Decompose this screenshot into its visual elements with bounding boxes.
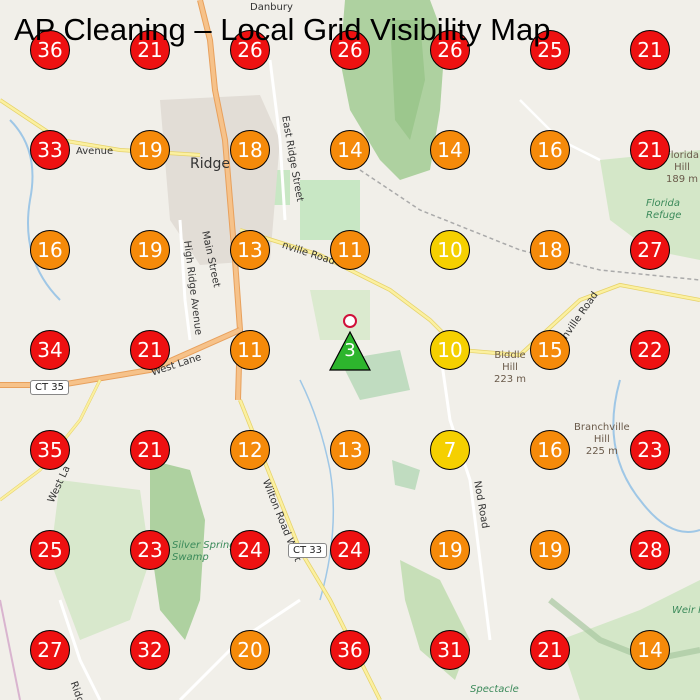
map-label-silver-springs: Silver Springs Swamp bbox=[172, 540, 241, 563]
grid-marker[interactable]: 32 bbox=[130, 630, 170, 670]
grid-marker[interactable]: 31 bbox=[430, 630, 470, 670]
grid-marker[interactable]: 14 bbox=[330, 130, 370, 170]
grid-marker[interactable]: 15 bbox=[530, 330, 570, 370]
map-label-danbury: Danbury bbox=[250, 2, 293, 13]
grid-marker[interactable]: 28 bbox=[630, 530, 670, 570]
map-label-florida-hill: Florida Hill 189 m bbox=[665, 150, 700, 185]
grid-marker[interactable]: 21 bbox=[130, 430, 170, 470]
route-shield-ct35: CT 35 bbox=[30, 380, 69, 395]
grid-marker[interactable]: 20 bbox=[230, 630, 270, 670]
grid-marker[interactable]: 26 bbox=[430, 30, 470, 70]
map-label-florida-refuge: Florida Refuge bbox=[646, 198, 682, 221]
grid-marker[interactable]: 33 bbox=[30, 130, 70, 170]
grid-marker[interactable]: 19 bbox=[530, 530, 570, 570]
grid-marker[interactable]: 7 bbox=[430, 430, 470, 470]
grid-marker[interactable]: 23 bbox=[130, 530, 170, 570]
grid-marker[interactable]: 21 bbox=[530, 630, 570, 670]
grid-marker[interactable]: 22 bbox=[630, 330, 670, 370]
access-point-marker[interactable] bbox=[328, 330, 372, 372]
map-label-biddle-hill: Biddle Hill 223 m bbox=[494, 350, 527, 385]
grid-marker[interactable]: 27 bbox=[630, 230, 670, 270]
grid-marker[interactable]: 10 bbox=[430, 230, 470, 270]
grid-marker[interactable]: 24 bbox=[330, 530, 370, 570]
access-point-triangle-icon bbox=[329, 330, 371, 371]
map-label-spectacle: Spectacle bbox=[470, 684, 519, 695]
grid-marker[interactable]: 18 bbox=[530, 230, 570, 270]
map-label-ridge: Ridge bbox=[190, 156, 231, 172]
access-point-label: 3 bbox=[344, 340, 356, 361]
grid-marker[interactable]: 36 bbox=[330, 630, 370, 670]
grid-marker[interactable]: 16 bbox=[530, 130, 570, 170]
grid-marker[interactable]: 13 bbox=[230, 230, 270, 270]
map-title: AP Cleaning – Local Grid Visibility Map bbox=[14, 12, 551, 47]
grid-marker[interactable]: 16 bbox=[530, 430, 570, 470]
grid-marker[interactable]: 23 bbox=[630, 430, 670, 470]
grid-marker[interactable]: 26 bbox=[230, 30, 270, 70]
map-label-avenue: Avenue bbox=[76, 146, 114, 157]
grid-marker[interactable]: 19 bbox=[430, 530, 470, 570]
grid-marker[interactable]: 13 bbox=[330, 430, 370, 470]
grid-marker[interactable]: 14 bbox=[630, 630, 670, 670]
grid-marker[interactable]: 16 bbox=[30, 230, 70, 270]
grid-marker[interactable]: 12 bbox=[230, 430, 270, 470]
grid-marker[interactable]: 24 bbox=[230, 530, 270, 570]
grid-marker[interactable]: 36 bbox=[30, 30, 70, 70]
route-shield-ct33: CT 33 bbox=[288, 543, 327, 558]
grid-marker[interactable]: 21 bbox=[630, 30, 670, 70]
grid-marker[interactable]: 19 bbox=[130, 130, 170, 170]
grid-marker[interactable]: 35 bbox=[30, 430, 70, 470]
grid-marker[interactable]: 25 bbox=[530, 30, 570, 70]
grid-marker[interactable]: 21 bbox=[630, 130, 670, 170]
grid-marker[interactable]: 21 bbox=[130, 30, 170, 70]
grid-marker[interactable]: 19 bbox=[130, 230, 170, 270]
location-pin-icon bbox=[343, 314, 357, 328]
grid-marker[interactable]: 11 bbox=[230, 330, 270, 370]
grid-marker[interactable]: 26 bbox=[330, 30, 370, 70]
grid-marker[interactable]: 11 bbox=[330, 230, 370, 270]
map-label-weir: Weir F bbox=[672, 605, 700, 616]
grid-marker[interactable]: 25 bbox=[30, 530, 70, 570]
grid-marker[interactable]: 27 bbox=[30, 630, 70, 670]
grid-marker[interactable]: 10 bbox=[430, 330, 470, 370]
grid-marker[interactable]: 18 bbox=[230, 130, 270, 170]
map-label-branchville-hill: Branchville Hill 225 m bbox=[574, 422, 630, 457]
grid-marker[interactable]: 34 bbox=[30, 330, 70, 370]
grid-marker[interactable]: 21 bbox=[130, 330, 170, 370]
grid-marker[interactable]: 14 bbox=[430, 130, 470, 170]
